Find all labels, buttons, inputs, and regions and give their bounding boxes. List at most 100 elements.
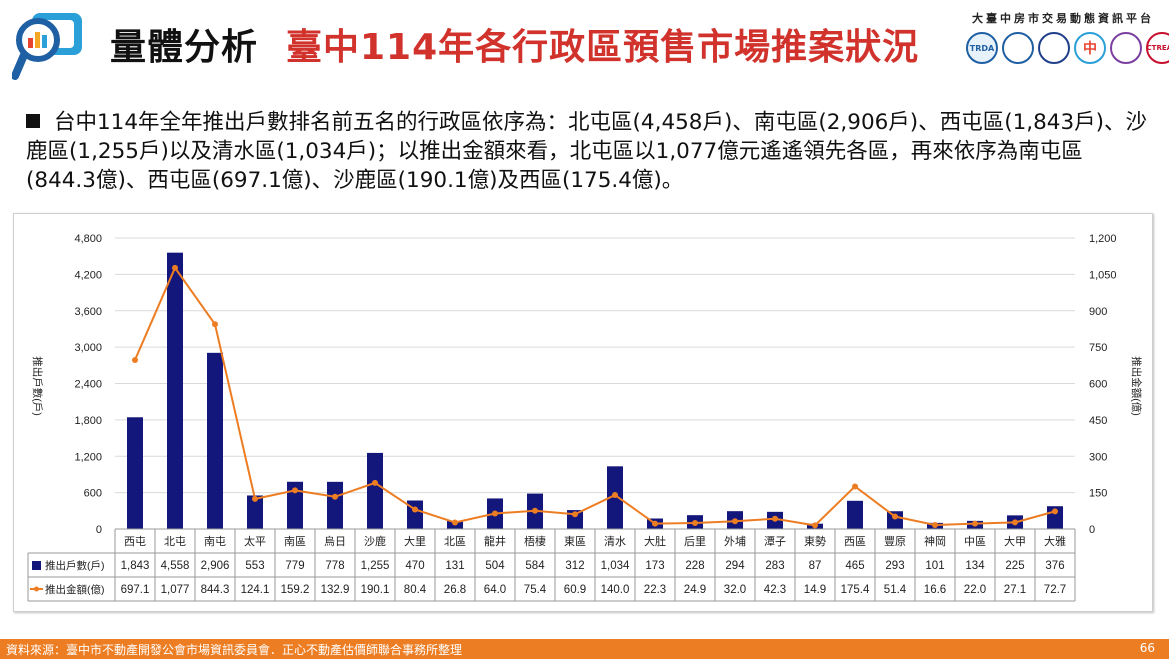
bar-data-label: 504: [485, 560, 505, 572]
bar-data-label: 470: [405, 560, 424, 572]
line-data-label: 80.4: [404, 584, 427, 596]
bar-data-label: 376: [1045, 560, 1064, 572]
chart-container: 0 0 600 150 1,200 300 1,800 450 2,400 600 3,000 750…: [13, 213, 1153, 612]
line-data-label: 60.9: [564, 584, 586, 596]
line-point: [972, 520, 978, 527]
bar-data-label: 779: [285, 560, 304, 572]
x-tick-label: 北區: [444, 535, 466, 548]
x-tick-label: 西屯: [124, 535, 146, 548]
summary-paragraph: 台中114年全年推出戶數排名前五名的行政區依序為：北屯區(4,458戶)、南屯區…: [26, 108, 1151, 195]
summary-text: 台中114年全年推出戶數排名前五名的行政區依序為：北屯區(4,458戶)、南屯區…: [26, 110, 1148, 193]
x-tick-label: 外埔: [724, 535, 746, 548]
partner-logo-zhong: 中: [1074, 32, 1106, 64]
line-point: [692, 519, 698, 526]
y-right-tick-label: 1,200: [1089, 233, 1117, 245]
bar-data-label: 293: [885, 560, 904, 572]
bar-data-label: 312: [565, 560, 584, 572]
line-point: [612, 492, 618, 499]
line-point: [212, 321, 218, 328]
line-point: [492, 510, 498, 517]
bar-data-label: 2,906: [201, 560, 230, 572]
partner-logo-ctreaa: CTREAA: [1146, 32, 1169, 64]
source-note: 資料來源：臺中市不動產開發公會市場資訊委員會．正心不動產估價師聯合事務所整理: [6, 643, 463, 657]
y-right-tick-label: 150: [1089, 488, 1107, 500]
bar-data-label: 294: [725, 560, 745, 572]
partner-logo-building: [1002, 32, 1034, 64]
line-point: [1012, 519, 1018, 526]
partner-logo-trda: TRDA: [966, 32, 998, 64]
x-tick-label: 大肚: [644, 534, 666, 548]
x-tick-label: 大雅: [1044, 534, 1066, 548]
line-point: [532, 507, 538, 514]
line-data-label: 42.3: [764, 584, 786, 596]
line-data-label: 24.9: [684, 584, 706, 596]
line-point: [292, 487, 298, 494]
line-data-label: 132.9: [321, 584, 350, 596]
partner-logos: TRDA 中 CTREAA: [966, 32, 1169, 64]
line-point: [452, 519, 458, 526]
y-right-tick-label: 900: [1089, 306, 1107, 318]
line-point: [372, 479, 378, 486]
x-tick-label: 東區: [564, 535, 586, 548]
line-data-label: 14.9: [804, 584, 826, 596]
bar-data-label: 1,843: [121, 560, 150, 572]
bar-data-label: 4,558: [161, 560, 190, 572]
magnifier-chart-logo: [12, 13, 82, 80]
line-point: [132, 356, 138, 363]
platform-name: 大臺中房市交易動態資訊平台: [972, 12, 1154, 25]
bar-data-label: 101: [925, 560, 944, 572]
line-point: [1052, 508, 1058, 515]
x-tick-label: 東勢: [804, 534, 826, 548]
y-left-tick-label: 4,800: [74, 233, 102, 245]
bar-data-label: 173: [645, 560, 664, 572]
y-left-tick-label: 0: [96, 524, 102, 536]
y-left-tick-label: 600: [84, 488, 102, 500]
x-tick-label: 龍井: [484, 534, 506, 548]
bar-data-label: 1,034: [601, 560, 630, 572]
x-tick-label: 梧棲: [524, 534, 546, 548]
bar: [207, 352, 223, 529]
bar: [367, 452, 383, 529]
line-data-label: 27.1: [1004, 584, 1026, 596]
line-data-label: 32.0: [724, 584, 746, 596]
x-tick-label: 南區: [284, 535, 306, 548]
partner-logo-diamond: [1110, 32, 1142, 64]
page-subtitle: 臺中114年各行政區預售市場推案狀況: [286, 27, 920, 68]
line-data-label: 75.4: [524, 584, 547, 596]
line-data-label: 844.3: [201, 584, 230, 596]
y-right-tick-label: 300: [1089, 451, 1107, 463]
bar: [847, 500, 863, 529]
x-tick-label: 南屯: [204, 535, 226, 548]
line-data-label: 22.0: [964, 584, 986, 596]
line-point: [732, 518, 738, 525]
x-tick-label: 北屯: [164, 535, 186, 548]
line-point: [932, 521, 938, 528]
x-tick-label: 潭子: [764, 535, 786, 548]
y-left-axis-title: 推出戶數(戶): [31, 356, 44, 416]
x-tick-label: 大甲: [1004, 534, 1026, 548]
line-point: [572, 511, 578, 518]
bar-data-label: 584: [525, 560, 545, 572]
bar-data-label: 553: [245, 560, 264, 572]
bar-data-label: 465: [845, 560, 864, 572]
line-point: [172, 264, 178, 271]
bar: [287, 481, 303, 529]
line-data-label: 72.7: [1044, 584, 1066, 596]
line-data-label: 16.6: [924, 584, 946, 596]
line-data-label: 124.1: [241, 584, 270, 596]
x-tick-label: 中區: [964, 535, 986, 548]
line-data-label: 190.1: [361, 584, 390, 596]
y-left-tick-label: 3,000: [74, 342, 102, 354]
line-point: [412, 506, 418, 513]
line-data-label: 140.0: [601, 584, 630, 596]
y-right-axis-title: 推出金額(億): [1130, 356, 1143, 416]
bar: [247, 495, 263, 529]
x-tick-label: 沙鹿: [364, 534, 386, 548]
x-tick-label: 神岡: [924, 534, 946, 548]
line-point: [252, 495, 258, 502]
bar-data-label: 134: [965, 560, 985, 572]
x-tick-label: 大里: [404, 534, 426, 548]
line-point: [652, 520, 658, 527]
line-point: [812, 522, 818, 529]
bar: [887, 511, 903, 529]
